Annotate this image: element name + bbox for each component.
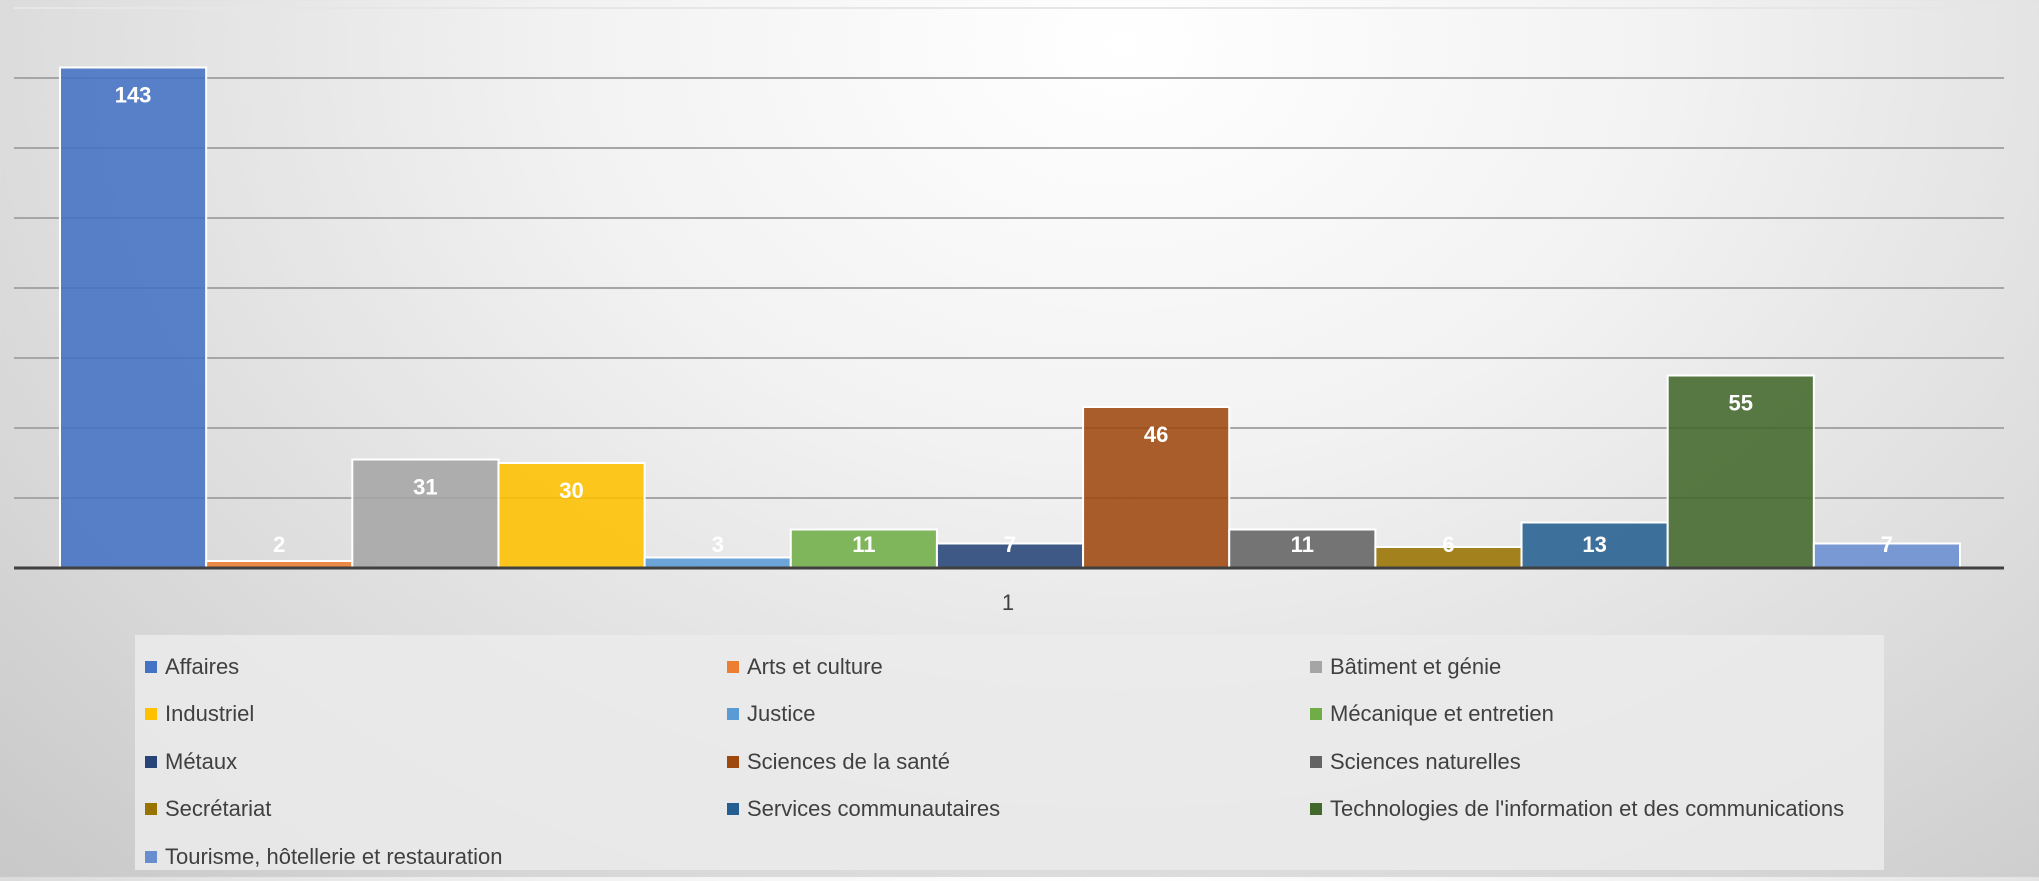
legend-item: Technologies de l'information et des com… [1310, 786, 1894, 834]
legend-label: Justice [747, 701, 816, 727]
data-label: 143 [115, 83, 152, 108]
legend-label: Métaux [165, 748, 238, 774]
legend-label: Technologies de l'information et des com… [1330, 796, 1845, 822]
legend-item: Mécanique et entretien [1310, 691, 1894, 739]
bar-chart: 143 2 31 30 3 11 7 46 11 6 13 55 7 1 [14, 7, 2004, 615]
legend-label: Mécanique et entretien [1330, 701, 1554, 727]
bar [1666, 374, 1815, 569]
bar [1082, 406, 1231, 569]
bar [497, 462, 646, 569]
legend-swatch [145, 803, 157, 816]
legend-swatch [727, 708, 739, 721]
bar [643, 556, 792, 569]
legend-swatch [1310, 803, 1322, 816]
legend-swatch [1310, 660, 1322, 673]
legend-item: Services communautaires [727, 786, 1310, 834]
legend-item: Sciences de la santé [727, 738, 1310, 786]
data-label: 7 [1004, 532, 1016, 557]
legend-item: Métaux [145, 738, 727, 786]
legend-label: Services communautaires [747, 796, 1001, 822]
data-label: 46 [1144, 422, 1168, 447]
gridlines [14, 7, 2004, 499]
legend-item: Arts et culture [727, 643, 1310, 691]
legend-label: Secrétariat [165, 796, 272, 822]
legend-label: Affaires [165, 653, 240, 679]
legend-swatch [145, 708, 157, 721]
legend-item: Tourisme, hôtellerie et restauration [145, 833, 727, 881]
data-label: 13 [1582, 532, 1606, 557]
bar [59, 66, 208, 569]
legend-item: Bâtiment et génie [1310, 643, 1894, 691]
legend-swatch [145, 755, 157, 768]
data-label: 11 [852, 532, 875, 557]
data-label: 55 [1729, 391, 1753, 416]
legend-swatch [1310, 708, 1322, 721]
legend-label: Industriel [165, 701, 255, 727]
legend-item: Sciences naturelles [1310, 738, 1894, 786]
data-label: 7 [1881, 532, 1893, 557]
legend-label: Arts et culture [747, 653, 883, 679]
legend-label: Bâtiment et génie [1330, 653, 1502, 679]
bar [1812, 542, 1962, 569]
bar-series [59, 66, 1962, 569]
legend-swatch [145, 660, 157, 673]
data-label: 31 [413, 475, 437, 500]
legend-swatch [727, 803, 739, 816]
legend-item: Affaires [145, 643, 727, 691]
data-label: 11 [1291, 532, 1314, 557]
legend-swatch [145, 850, 157, 863]
legend-label: Sciences de la santé [747, 748, 951, 774]
legend-label: Tourisme, hôtellerie et restauration [165, 843, 503, 869]
x-tick-label: 1 [1002, 590, 1014, 615]
legend-item: Industriel [145, 691, 727, 739]
legend-item: Justice [727, 691, 1310, 739]
legend-label: Sciences naturelles [1330, 748, 1521, 774]
data-labels: 143 2 31 30 3 11 7 46 11 6 13 55 7 [115, 83, 1893, 558]
legend-item: Secrétariat [145, 786, 727, 834]
legend-swatch [727, 660, 739, 673]
data-label: 30 [559, 478, 583, 503]
legend-swatch [1310, 755, 1322, 768]
data-label: 6 [1442, 532, 1454, 557]
legend: Affaires Arts et culture Bâtiment et génie… [135, 635, 1884, 870]
data-label: 3 [712, 532, 724, 557]
legend-swatch [727, 755, 739, 768]
data-label: 2 [273, 532, 285, 557]
